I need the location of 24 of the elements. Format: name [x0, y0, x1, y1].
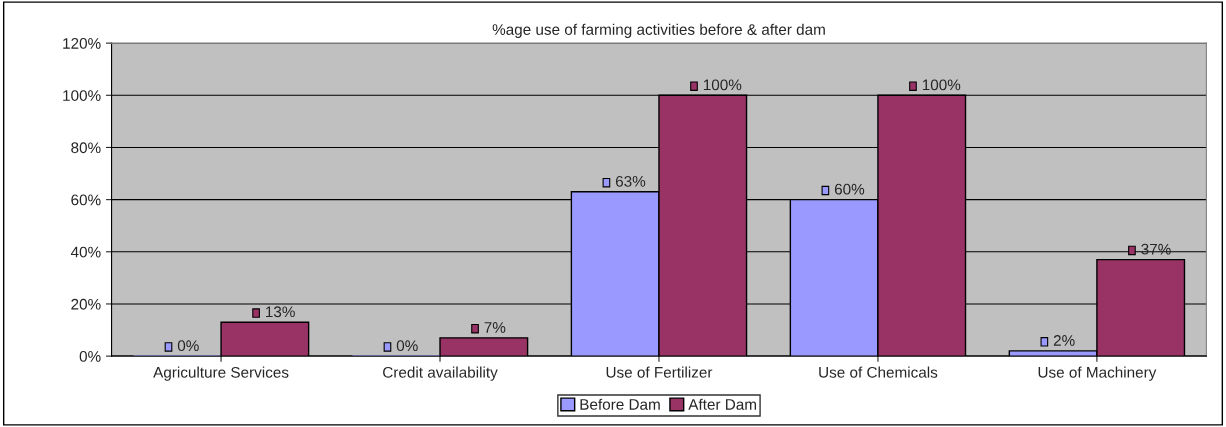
chart-title: %age use of farming activities before & after dam	[492, 23, 825, 38]
data-label: 100%	[922, 79, 961, 91]
legend-label: Before Dam	[580, 398, 660, 410]
y-tick-label: 100%	[63, 90, 101, 101]
y-tick-label: 20%	[71, 298, 101, 310]
data-label: 0%	[177, 340, 199, 352]
x-tick-label: Use of Fertilizer	[606, 366, 713, 378]
data-label: 0%	[396, 340, 418, 352]
y-tick-label: 0%	[79, 350, 101, 362]
data-label: 2%	[1053, 335, 1075, 346]
x-tick-label: Agriculture Services	[153, 366, 289, 381]
data-label: 7%	[484, 322, 506, 333]
y-tick-label: 40%	[70, 246, 101, 258]
y-tick-label: 120%	[63, 37, 101, 49]
data-label: 100%	[703, 79, 742, 91]
x-tick-label: Credit availability	[383, 366, 498, 381]
y-tick-label: 80%	[71, 142, 101, 154]
x-tick-label: Use of Machinery	[1038, 366, 1157, 381]
data-label: 60%	[834, 183, 865, 195]
y-tick-label: 60%	[71, 194, 101, 206]
data-label: 13%	[266, 306, 295, 318]
data-label: 63%	[615, 175, 646, 187]
legend-label: After Dam	[688, 398, 757, 410]
x-tick-label: Use of Chemicals	[819, 366, 938, 378]
